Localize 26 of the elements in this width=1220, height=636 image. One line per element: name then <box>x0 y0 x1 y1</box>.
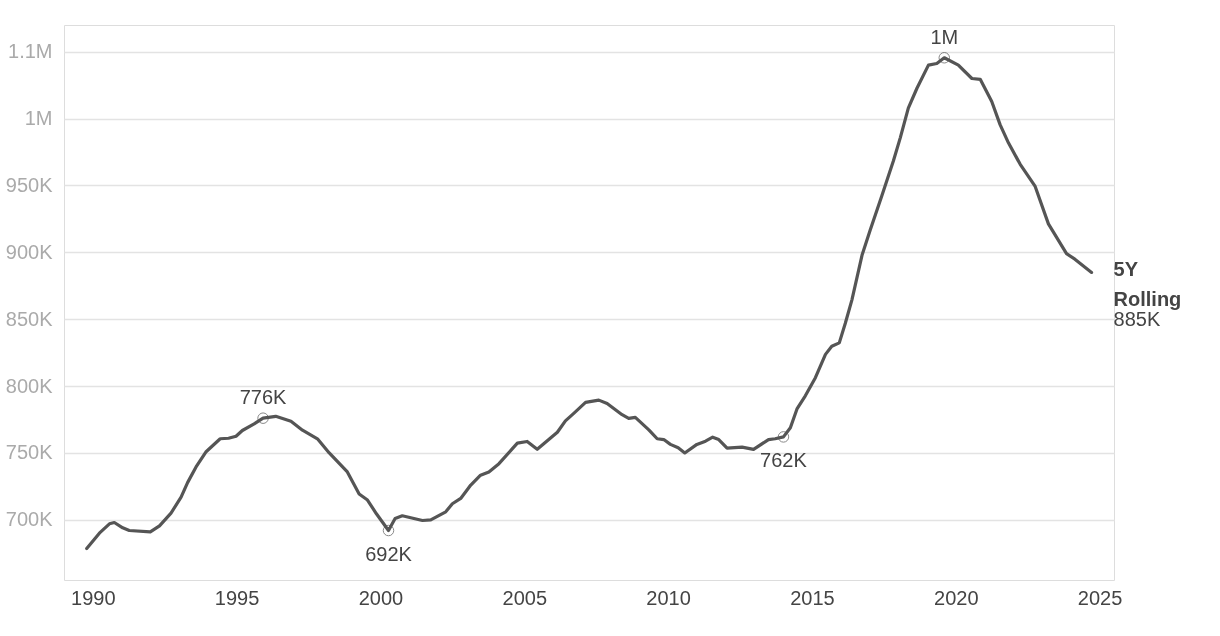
y-tick-label: 1M <box>24 107 53 130</box>
y-tick-label: 850K <box>5 307 54 330</box>
point <box>938 52 951 64</box>
x-tick-label: 1990 <box>71 586 116 609</box>
x-tick-label: 2015 <box>790 586 835 609</box>
x-tick-label: 2020 <box>934 586 979 609</box>
point <box>382 524 395 537</box>
y-tick-label: 750K <box>5 441 54 464</box>
point <box>777 431 790 443</box>
annotation: 762K <box>760 448 808 471</box>
x-tick-label: 2000 <box>358 586 404 609</box>
annotation: 692K <box>365 542 413 565</box>
x-tick-label: 1995 <box>214 586 260 609</box>
point <box>257 412 269 424</box>
x-tick-label: 2010 <box>646 586 691 609</box>
x-tick-label: 2005 <box>502 586 548 609</box>
annotation: 1M <box>930 25 959 48</box>
series-label: 5Y Rolling <box>1113 258 1182 311</box>
y-tick-label: 1.1M <box>8 40 53 63</box>
y-tick-label: 800K <box>5 374 54 397</box>
y-tick-label: 950K <box>5 173 54 196</box>
annotation: 776K <box>239 386 288 409</box>
x-tick-label: 2025 <box>1077 586 1123 609</box>
annotation: 885K <box>1113 308 1161 331</box>
y-tick-label: 700K <box>5 508 54 531</box>
y-tick-label: 900K <box>5 240 54 263</box>
